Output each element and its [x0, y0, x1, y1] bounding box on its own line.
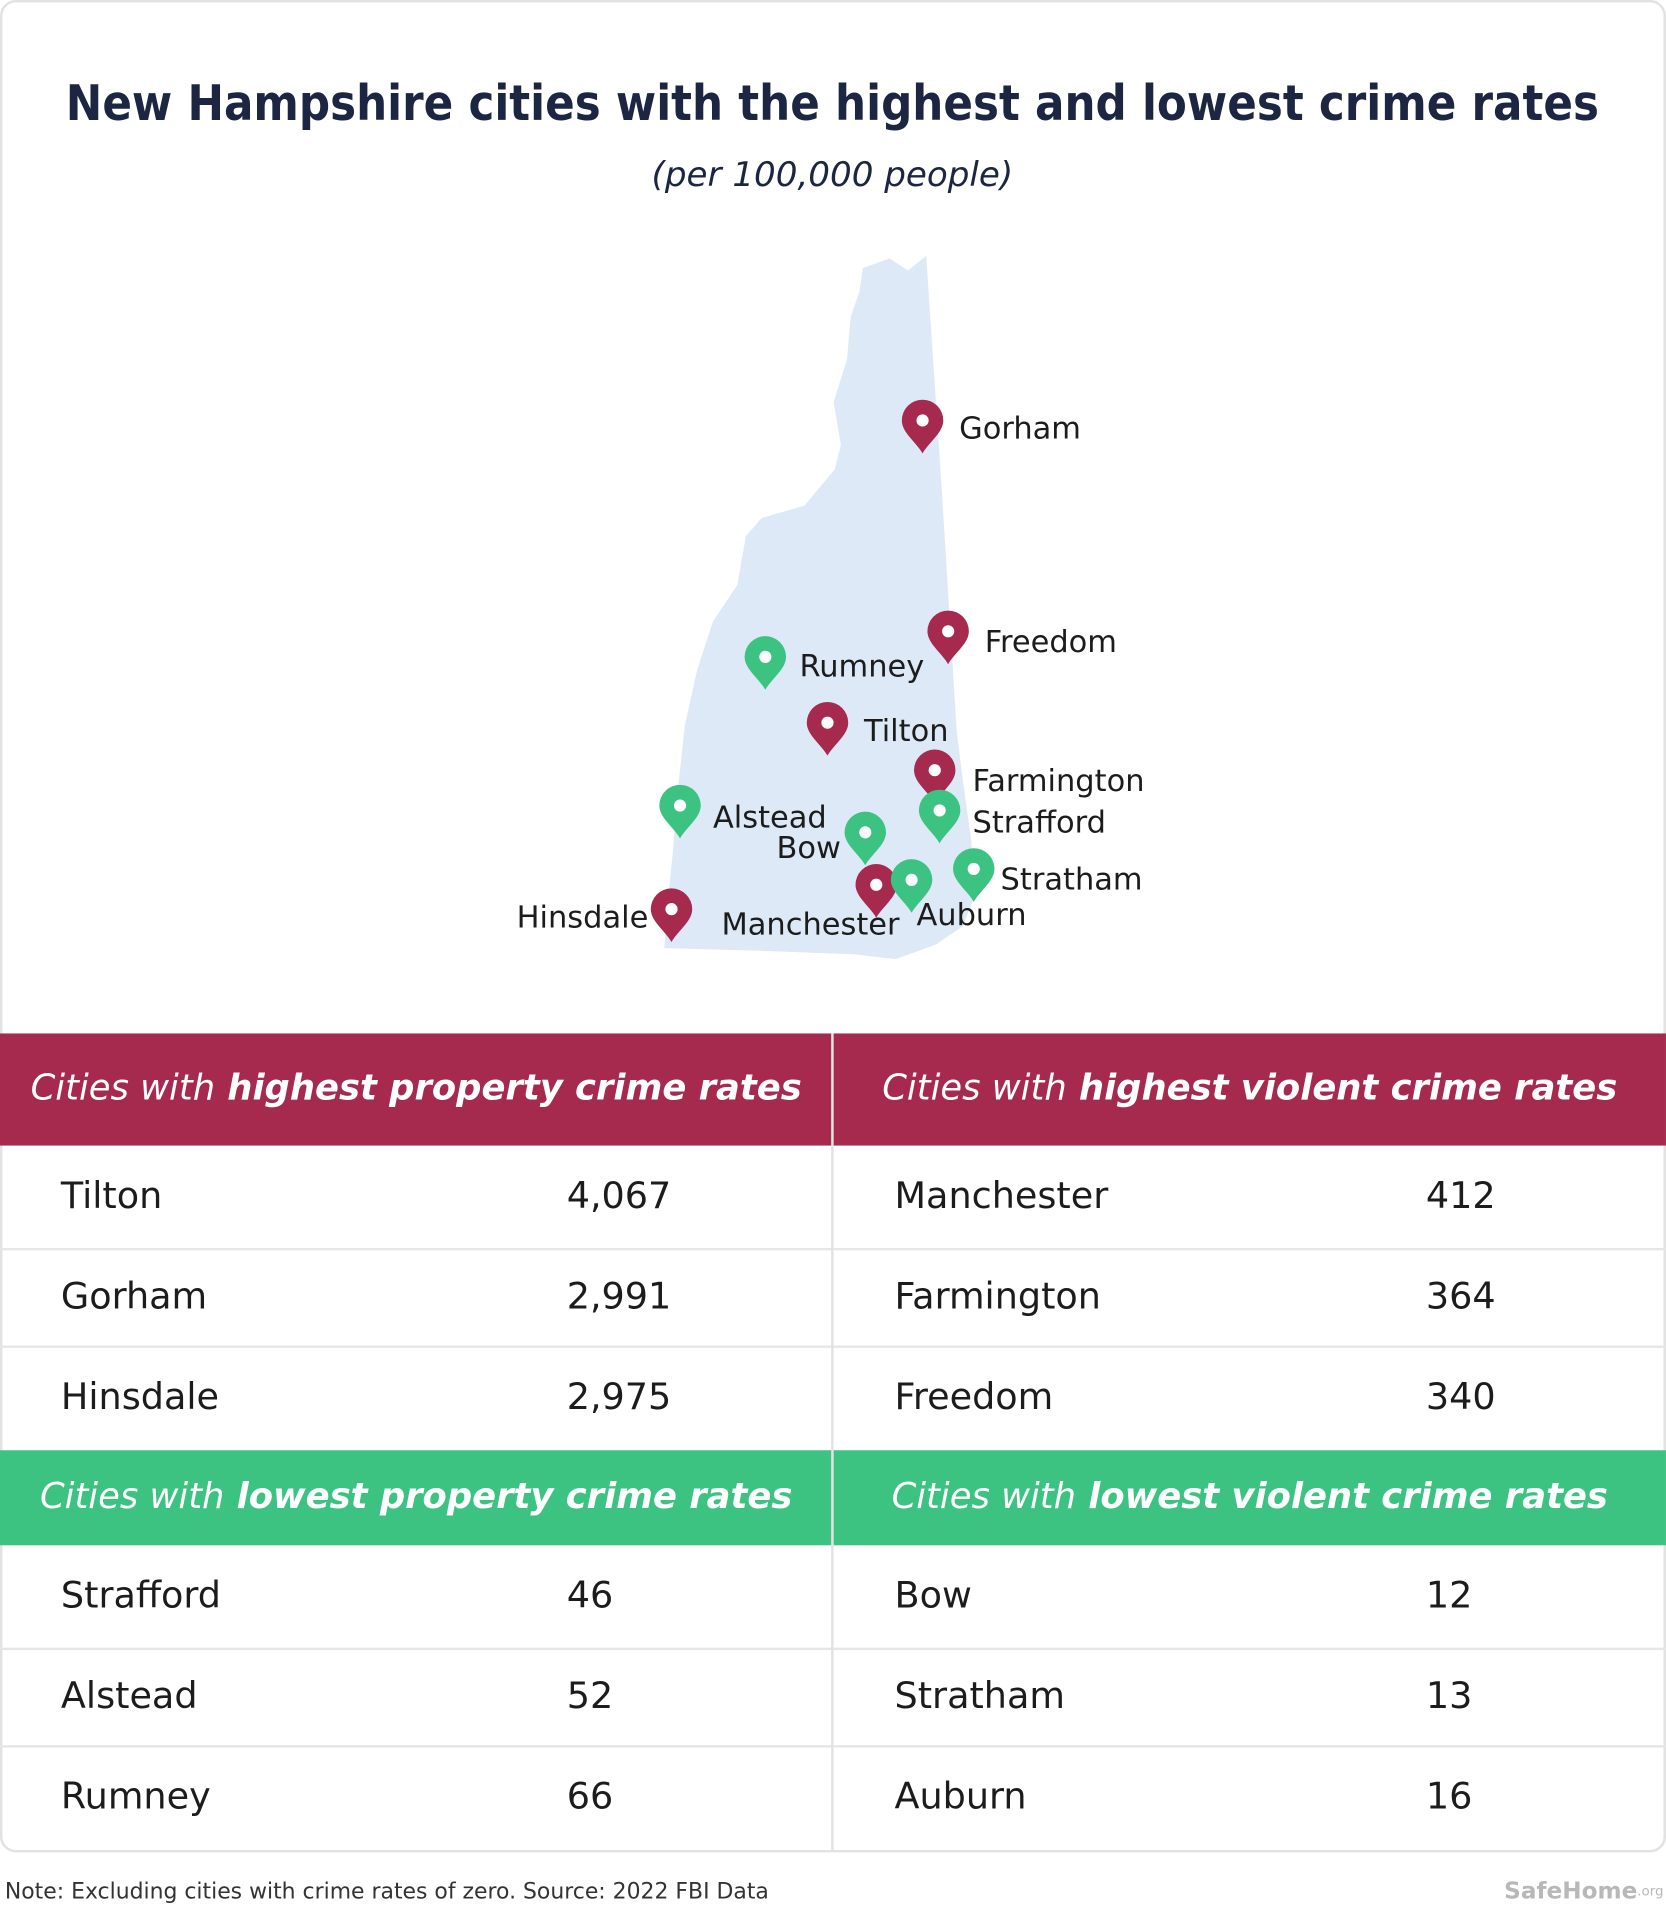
pin-dot — [905, 873, 918, 886]
map-pin — [927, 610, 969, 665]
pin-dot — [759, 650, 772, 663]
map-pin — [914, 749, 956, 804]
heading-emphasis: lowest property crime rates — [237, 1476, 793, 1517]
map-pin — [918, 789, 961, 844]
crime-rate: 13 — [1426, 1674, 1473, 1717]
map-pin — [650, 888, 693, 943]
pin-dot — [665, 903, 678, 916]
city-name: Gorham — [61, 1274, 207, 1317]
table-heading: Cities with highest property crime rates — [31, 1068, 802, 1109]
map-pin — [744, 636, 787, 690]
brand: SafeHome.org — [1504, 1878, 1663, 1904]
brand-name: SafeHome — [1504, 1878, 1637, 1904]
city-name: Tilton — [60, 1174, 162, 1217]
crime-rate: 66 — [567, 1775, 614, 1818]
pin-label: Alstead — [713, 800, 827, 835]
crime-rate: 2,975 — [567, 1375, 672, 1418]
crime-rate: 46 — [567, 1574, 614, 1617]
subtitle: (per 100,000 people) — [652, 155, 1014, 195]
table-header — [0, 1450, 833, 1546]
pin-label: Bow — [776, 831, 840, 866]
pin-label: Manchester — [721, 908, 900, 943]
pin-label: Rumney — [799, 649, 924, 684]
map-pin — [901, 399, 944, 454]
table-header — [0, 1033, 833, 1146]
pin-dot — [821, 716, 834, 729]
footer-note: Note: Excluding cities with crime rates … — [5, 1880, 769, 1905]
crime-rate: 4,067 — [567, 1174, 672, 1217]
map-pin — [953, 848, 995, 902]
map-pin — [844, 811, 886, 866]
pin-label: Strafford — [973, 805, 1106, 840]
heading-emphasis: highest property crime rates — [227, 1068, 801, 1109]
city-name: Manchester — [895, 1174, 1110, 1217]
pin-label: Gorham — [959, 412, 1081, 447]
map-pin — [890, 859, 933, 913]
crime-rate: 16 — [1426, 1775, 1473, 1818]
map-pin — [806, 701, 849, 756]
crime-rate: 340 — [1426, 1375, 1496, 1418]
pin-dot — [673, 799, 687, 812]
pin-dot — [859, 826, 872, 839]
brand-suffix: .org — [1637, 1884, 1663, 1899]
city-name: Strafford — [61, 1574, 221, 1617]
pin-label: Stratham — [1001, 863, 1143, 898]
city-name: Freedom — [895, 1375, 1054, 1418]
map-pin — [855, 864, 897, 918]
table-header — [833, 1450, 1666, 1546]
crime-rate: 412 — [1426, 1174, 1496, 1217]
pin-label: Freedom — [985, 625, 1117, 660]
heading-emphasis: highest violent crime rates — [1079, 1068, 1617, 1109]
city-name: Bow — [895, 1574, 972, 1617]
map-pin — [659, 784, 701, 839]
pin-label: Hinsdale — [517, 900, 649, 935]
pin-dot — [942, 625, 955, 638]
pin-label: Tilton — [863, 714, 948, 749]
table-heading: Cities with lowest property crime rates — [40, 1476, 792, 1517]
pin-dot — [933, 804, 946, 817]
pin-dot — [928, 764, 941, 777]
city-name: Farmington — [895, 1274, 1101, 1317]
heading-lead: Cities with — [31, 1068, 215, 1109]
table-heading: Cities with highest violent crime rates — [882, 1068, 1617, 1109]
pin-dot — [967, 862, 980, 876]
crime-rate: 12 — [1426, 1574, 1473, 1617]
city-name: Auburn — [895, 1775, 1027, 1818]
state-map — [664, 255, 975, 960]
city-name: Stratham — [895, 1674, 1065, 1717]
table-heading: Cities with lowest violent crime rates — [892, 1476, 1608, 1517]
pin-label: Farmington — [973, 764, 1145, 799]
crime-rate: 364 — [1426, 1274, 1496, 1317]
heading-lead: Cities with — [40, 1476, 224, 1517]
pin-label: Auburn — [916, 898, 1026, 933]
pin-dot — [870, 878, 883, 891]
crime-rate: 52 — [567, 1674, 614, 1717]
city-name: Alstead — [61, 1674, 198, 1717]
city-name: Hinsdale — [61, 1375, 219, 1418]
city-name: Rumney — [61, 1775, 211, 1818]
heading-lead: Cities with — [882, 1068, 1066, 1109]
heading-emphasis: lowest violent crime rates — [1088, 1476, 1608, 1517]
pin-dot — [916, 414, 929, 427]
table-header — [833, 1033, 1666, 1146]
heading-lead: Cities with — [892, 1476, 1076, 1517]
title: New Hampshire cities with the highest an… — [66, 76, 1599, 132]
crime-rate: 2,991 — [567, 1274, 672, 1317]
